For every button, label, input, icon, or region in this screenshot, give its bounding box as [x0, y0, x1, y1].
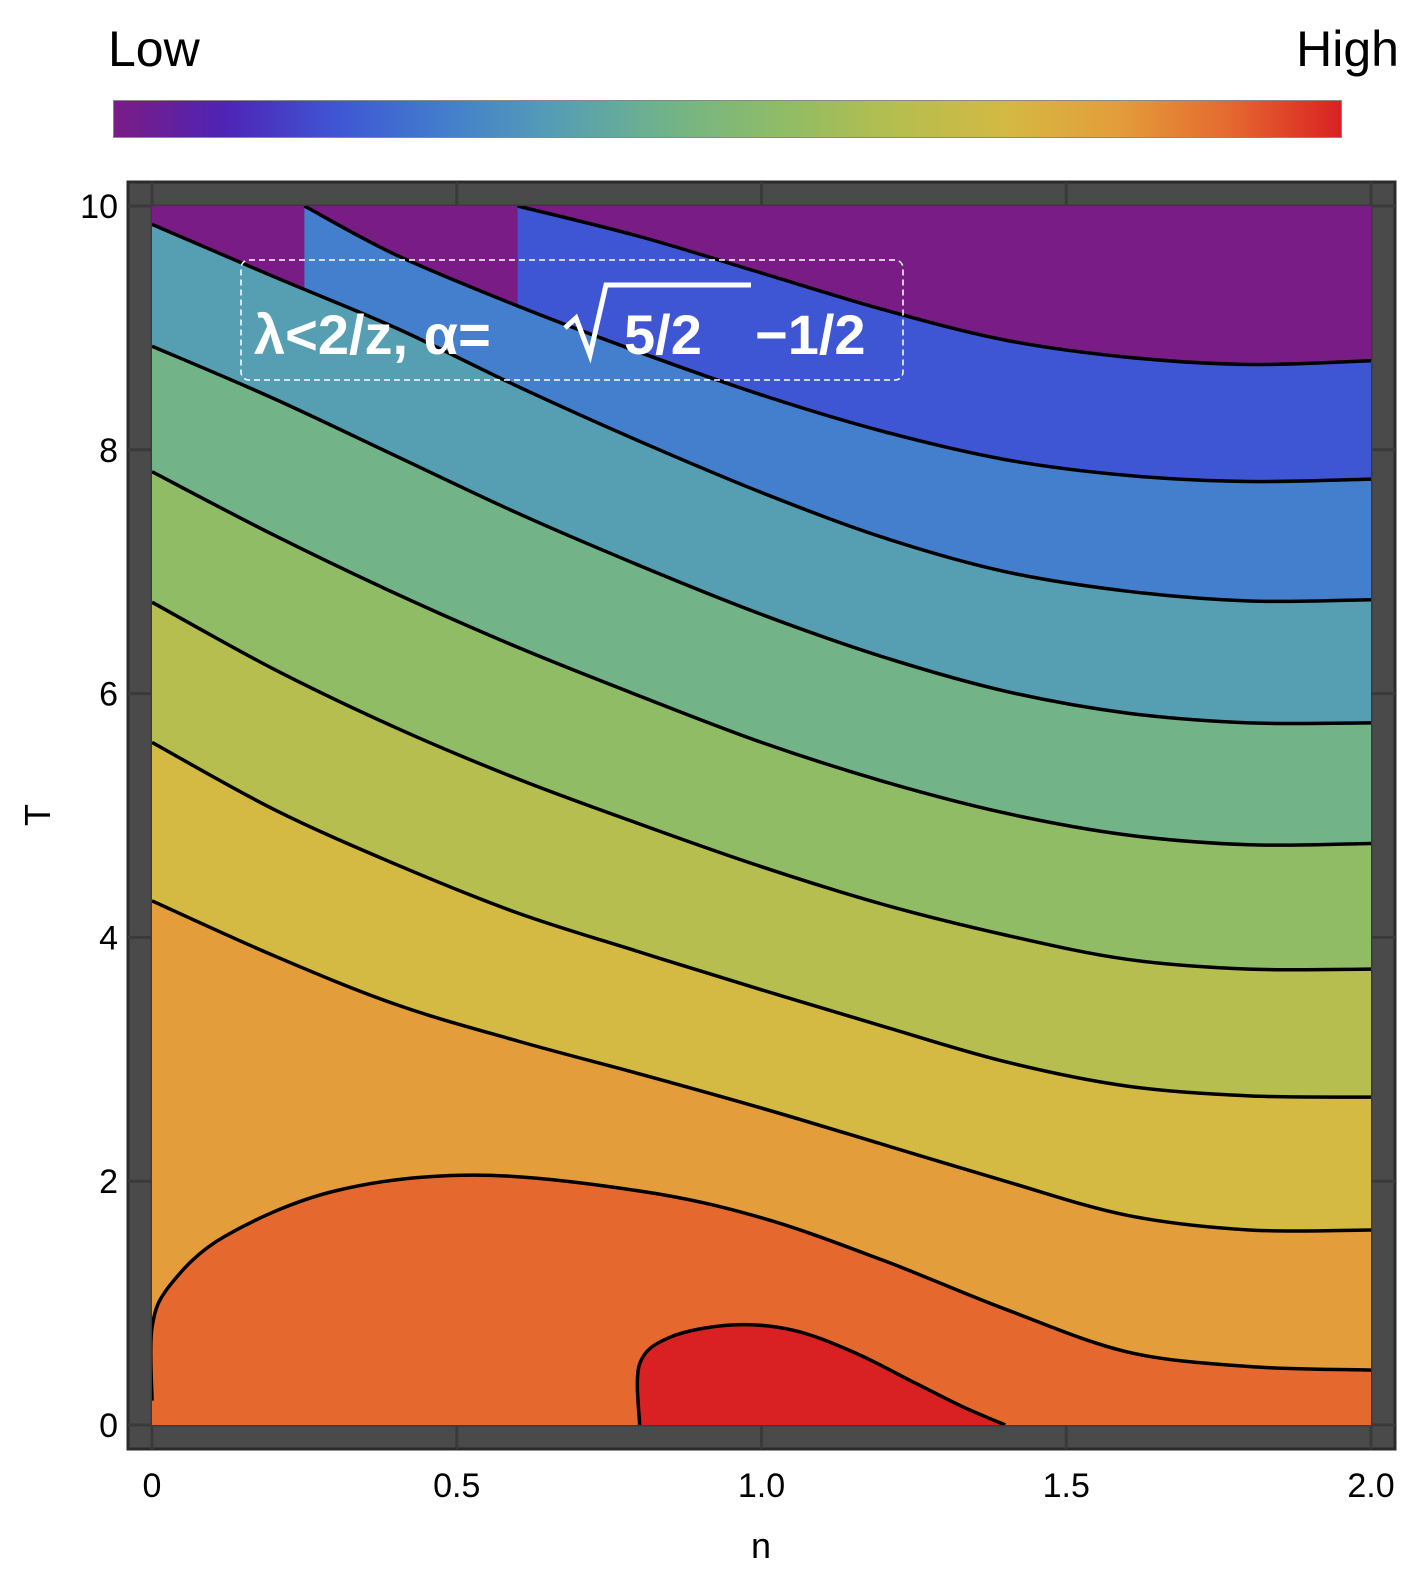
- annotation-rhs: −1/2: [755, 303, 866, 366]
- contour-line: [152, 470, 1371, 847]
- contour-lines: [152, 206, 1371, 1425]
- contour-line: [152, 600, 1371, 972]
- annotation-box: λ<2/z, α= 5/2 −1/2: [240, 259, 904, 381]
- x-tick-label: 0.5: [433, 1467, 480, 1505]
- y-tick-label: 6: [99, 676, 118, 714]
- contour-line: [635, 1322, 1006, 1425]
- svg-text:λ<2/z, α=: λ<2/z, α=: [254, 303, 491, 366]
- contour-line: [152, 740, 1371, 1099]
- contour-band: [152, 1175, 1371, 1425]
- sqrt-sign-icon: [563, 282, 751, 364]
- contour-line: [303, 206, 1371, 484]
- annotation-lhs: λ<2/z, α=: [254, 303, 491, 366]
- x-tick-label: 1.0: [738, 1467, 785, 1505]
- contour-band: [637, 1324, 1006, 1425]
- x-tick-label: 1.5: [1043, 1467, 1090, 1505]
- legend-low-label: Low: [108, 21, 200, 77]
- x-tick-label: 2.0: [1347, 1467, 1394, 1505]
- x-axis-label: n: [751, 1525, 771, 1566]
- contour-line: [152, 222, 1371, 604]
- annotation-radicand: 5/2: [624, 303, 702, 366]
- legend-high-label: High: [1296, 21, 1399, 77]
- contour-line: [152, 344, 1371, 726]
- contour-line: [152, 1173, 1371, 1401]
- contour-line: [152, 899, 1371, 1233]
- contour-bands: [152, 206, 1371, 1425]
- y-tick-label: 10: [80, 188, 118, 226]
- y-axis-label: T: [17, 804, 58, 826]
- colorbar: [113, 100, 1342, 138]
- y-tick-label: 2: [99, 1163, 118, 1201]
- svg-text:5/2: 5/2: [624, 303, 702, 366]
- y-tick-label: 4: [99, 919, 118, 957]
- svg-text:−1/2: −1/2: [755, 303, 866, 366]
- contour-line: [517, 206, 1371, 367]
- y-tick-label: 0: [99, 1407, 118, 1445]
- x-tick-label: 0: [143, 1467, 162, 1505]
- y-tick-label: 8: [99, 432, 118, 470]
- y-axis-ticks: 0 2 4 6 8 10: [80, 188, 118, 1445]
- x-axis-ticks: 0 0.5 1.0 1.5 2.0: [143, 1467, 1395, 1505]
